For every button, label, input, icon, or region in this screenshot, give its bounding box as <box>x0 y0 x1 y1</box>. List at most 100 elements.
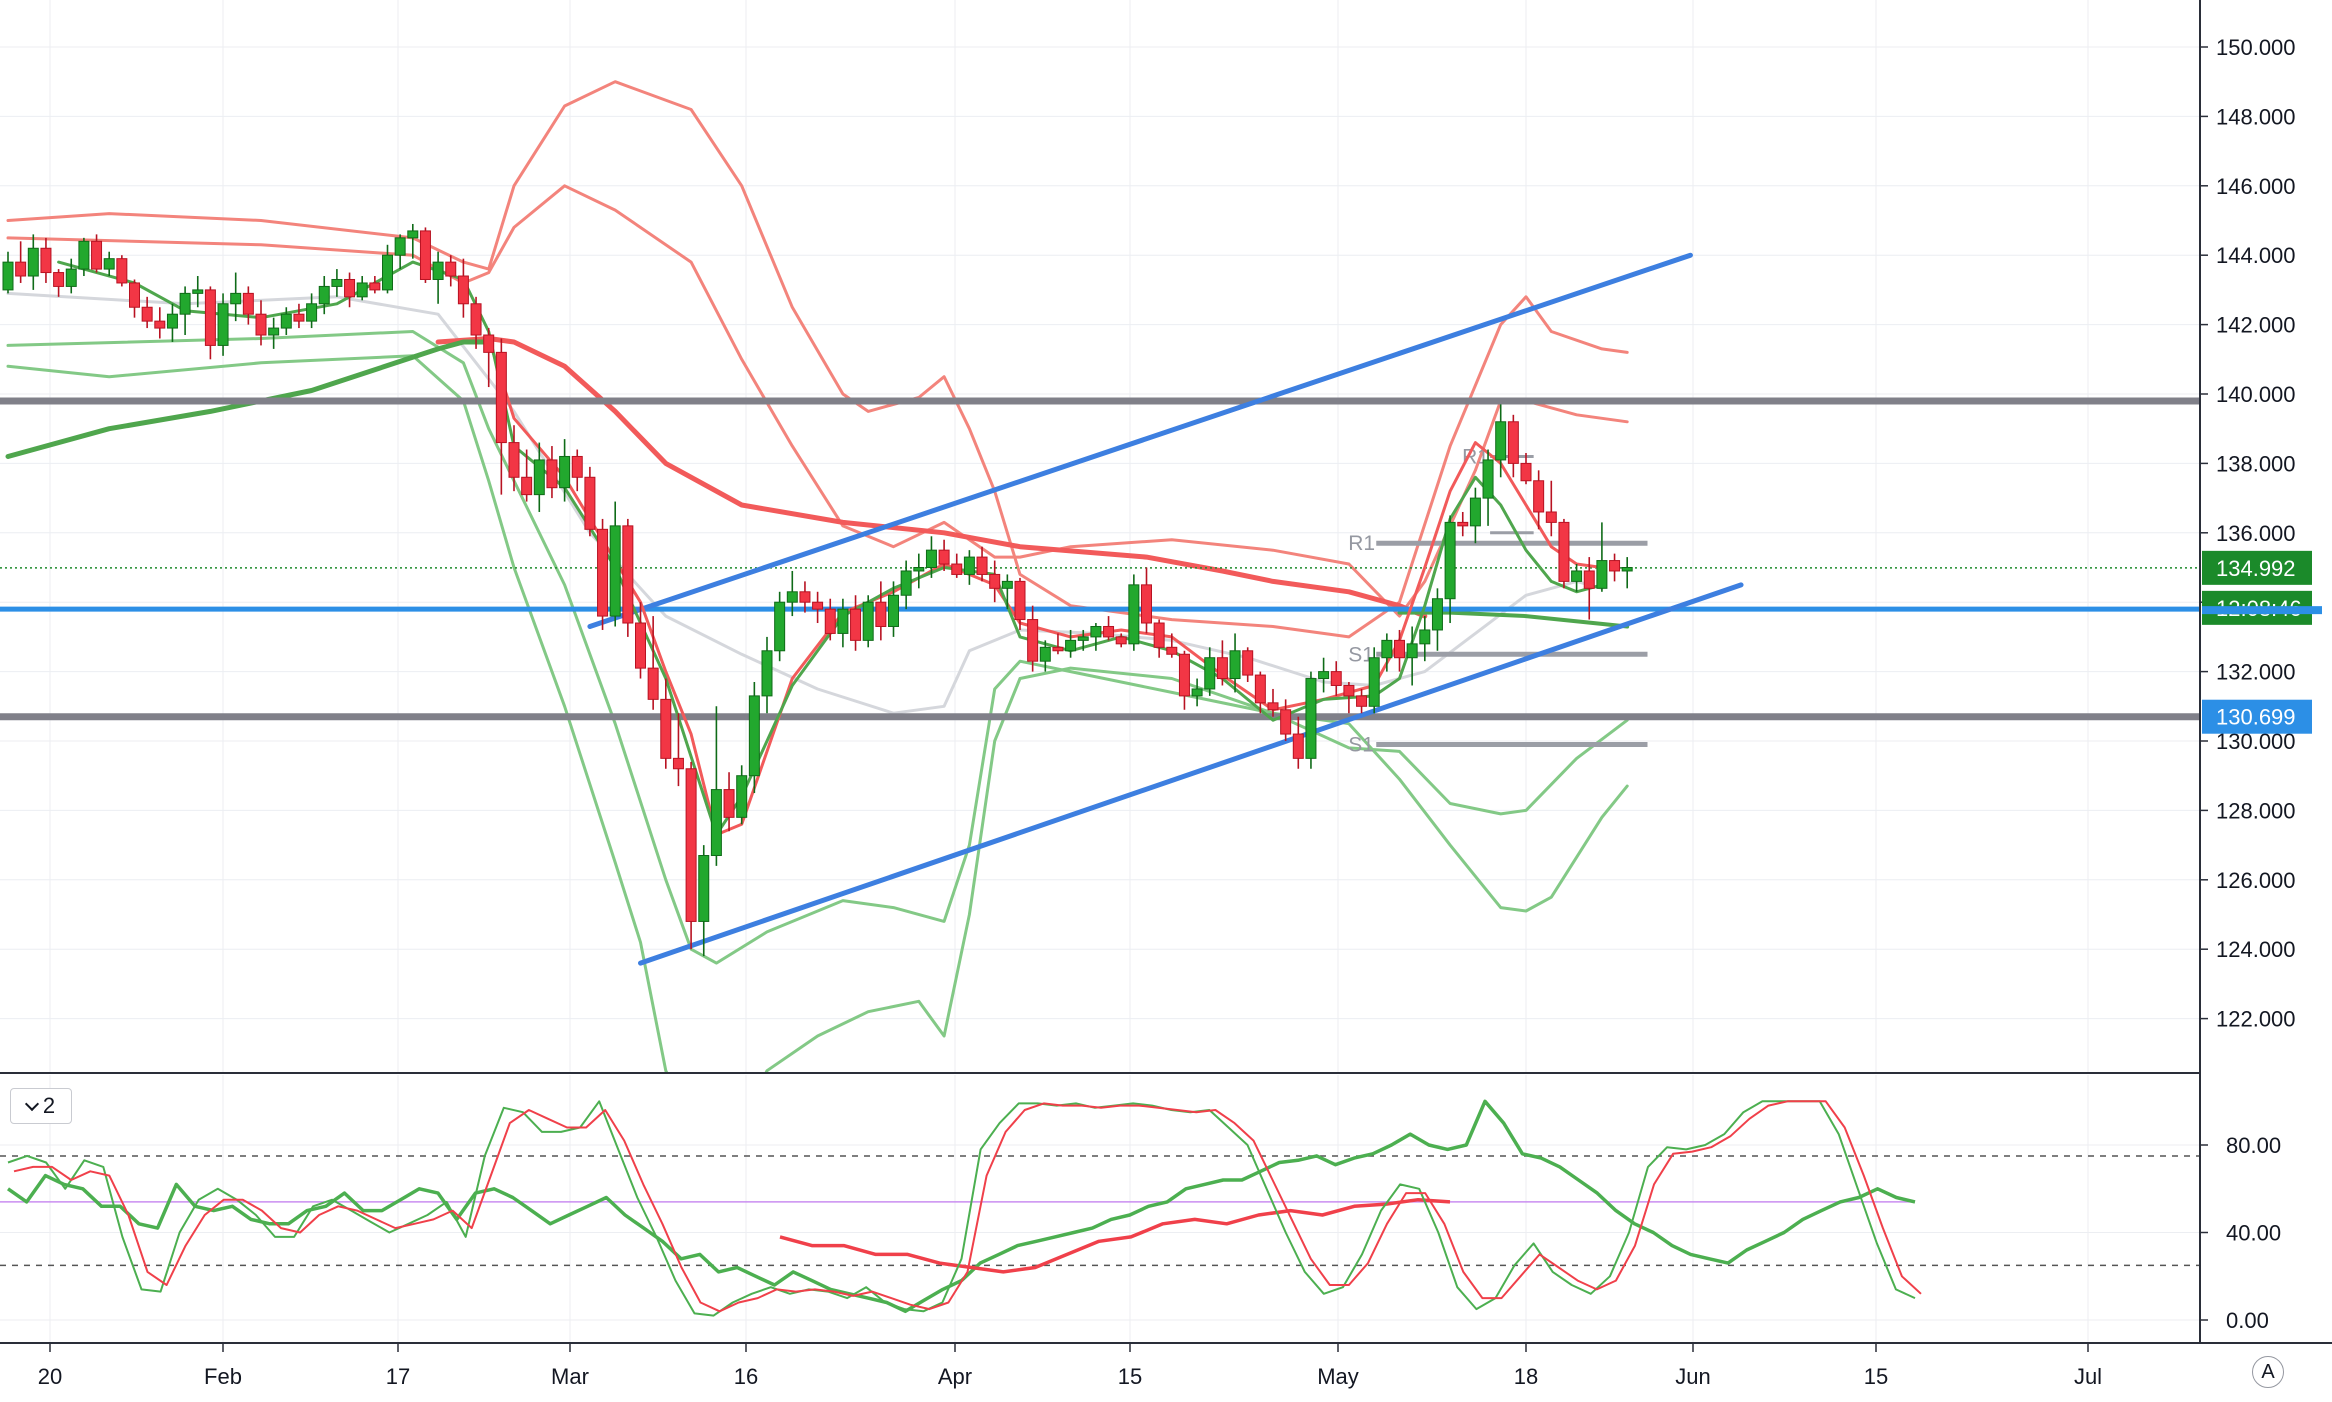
candle[interactable] <box>951 553 963 578</box>
candle[interactable] <box>660 678 672 769</box>
candle[interactable] <box>597 518 609 630</box>
candle[interactable] <box>1166 633 1178 658</box>
candle[interactable] <box>1204 647 1216 696</box>
candle[interactable] <box>1039 640 1051 672</box>
candle[interactable] <box>1330 661 1342 696</box>
candle[interactable] <box>1457 511 1469 537</box>
candle[interactable] <box>913 553 925 589</box>
candle[interactable] <box>1583 557 1595 620</box>
candle[interactable] <box>166 303 178 342</box>
candle[interactable] <box>1507 414 1519 478</box>
candle[interactable] <box>344 272 356 308</box>
candle[interactable] <box>533 442 545 512</box>
candle[interactable] <box>432 251 444 304</box>
candle[interactable] <box>1305 671 1317 769</box>
candle[interactable] <box>306 293 318 329</box>
candle[interactable] <box>1343 682 1355 714</box>
candle[interactable] <box>27 234 39 290</box>
candle[interactable] <box>141 296 153 329</box>
candle[interactable] <box>1318 657 1330 693</box>
candle[interactable] <box>154 307 166 339</box>
candle[interactable] <box>394 234 406 270</box>
candle[interactable] <box>1495 404 1507 478</box>
candle[interactable] <box>546 446 558 499</box>
candle[interactable] <box>1141 567 1152 634</box>
candle[interactable] <box>192 276 204 308</box>
candle[interactable] <box>255 300 267 346</box>
candle[interactable] <box>1115 633 1127 648</box>
candle[interactable] <box>1545 480 1557 537</box>
candle[interactable] <box>963 550 975 585</box>
trendline[interactable] <box>638 582 1744 966</box>
candle[interactable] <box>1065 629 1077 658</box>
candle[interactable] <box>1280 699 1292 741</box>
candle[interactable] <box>938 539 950 571</box>
candle[interactable] <box>900 560 912 610</box>
candle[interactable] <box>1027 605 1039 672</box>
candle[interactable] <box>1469 487 1481 544</box>
candle[interactable] <box>824 598 836 641</box>
candle[interactable] <box>116 255 128 287</box>
candle[interactable] <box>521 449 533 502</box>
auto-scale-button[interactable]: A <box>2252 1356 2284 1388</box>
candle[interactable] <box>1014 577 1026 630</box>
candle[interactable] <box>129 279 140 318</box>
candle[interactable] <box>2 251 14 294</box>
candle[interactable] <box>1444 515 1456 624</box>
candle[interactable] <box>103 251 115 277</box>
candle[interactable] <box>1419 616 1431 662</box>
candle[interactable] <box>1229 633 1241 693</box>
candle[interactable] <box>53 269 65 297</box>
candle[interactable] <box>710 706 722 866</box>
candle[interactable] <box>1128 574 1140 651</box>
candle[interactable] <box>419 227 431 283</box>
candle[interactable] <box>230 272 242 322</box>
indicator-collapse-button[interactable]: 2 <box>10 1088 72 1124</box>
candle[interactable] <box>1609 553 1621 582</box>
candle[interactable] <box>407 223 419 259</box>
candle[interactable] <box>571 449 583 492</box>
candle[interactable] <box>672 713 684 787</box>
candle[interactable] <box>862 595 874 648</box>
candle[interactable] <box>1571 564 1583 592</box>
candle[interactable] <box>609 501 621 627</box>
candle[interactable] <box>1406 626 1418 686</box>
candle[interactable] <box>204 286 216 360</box>
candle[interactable] <box>1191 678 1203 707</box>
candle[interactable] <box>508 425 520 492</box>
candle[interactable] <box>837 598 849 648</box>
candle[interactable] <box>78 237 90 277</box>
trendline[interactable] <box>587 252 1693 629</box>
candle[interactable] <box>622 518 634 637</box>
candle[interactable] <box>850 595 862 651</box>
candle[interactable] <box>723 772 735 832</box>
candle[interactable] <box>1431 588 1443 651</box>
candle[interactable] <box>1596 522 1608 592</box>
candle[interactable] <box>584 466 596 537</box>
candle[interactable] <box>786 570 798 617</box>
candle[interactable] <box>736 765 748 825</box>
candle[interactable] <box>799 581 811 613</box>
candle[interactable] <box>470 296 482 349</box>
candle[interactable] <box>635 602 646 679</box>
candle[interactable] <box>976 546 988 582</box>
candle[interactable] <box>1242 647 1254 683</box>
candle[interactable] <box>179 286 191 336</box>
candle[interactable] <box>774 591 786 662</box>
candle[interactable] <box>1558 518 1570 589</box>
candle[interactable] <box>91 234 103 273</box>
candle[interactable] <box>761 636 773 714</box>
candle[interactable] <box>445 255 457 287</box>
candle[interactable] <box>1077 629 1089 651</box>
candle[interactable] <box>1292 716 1304 769</box>
candle[interactable] <box>685 761 697 950</box>
candle[interactable] <box>647 616 659 710</box>
candle[interactable] <box>40 237 52 283</box>
candle[interactable] <box>1356 688 1368 714</box>
candle[interactable] <box>1090 623 1102 651</box>
candle[interactable] <box>382 244 393 294</box>
candle[interactable] <box>812 591 824 624</box>
candle[interactable] <box>65 258 77 294</box>
candle[interactable] <box>1368 647 1380 714</box>
candle[interactable] <box>559 439 571 502</box>
